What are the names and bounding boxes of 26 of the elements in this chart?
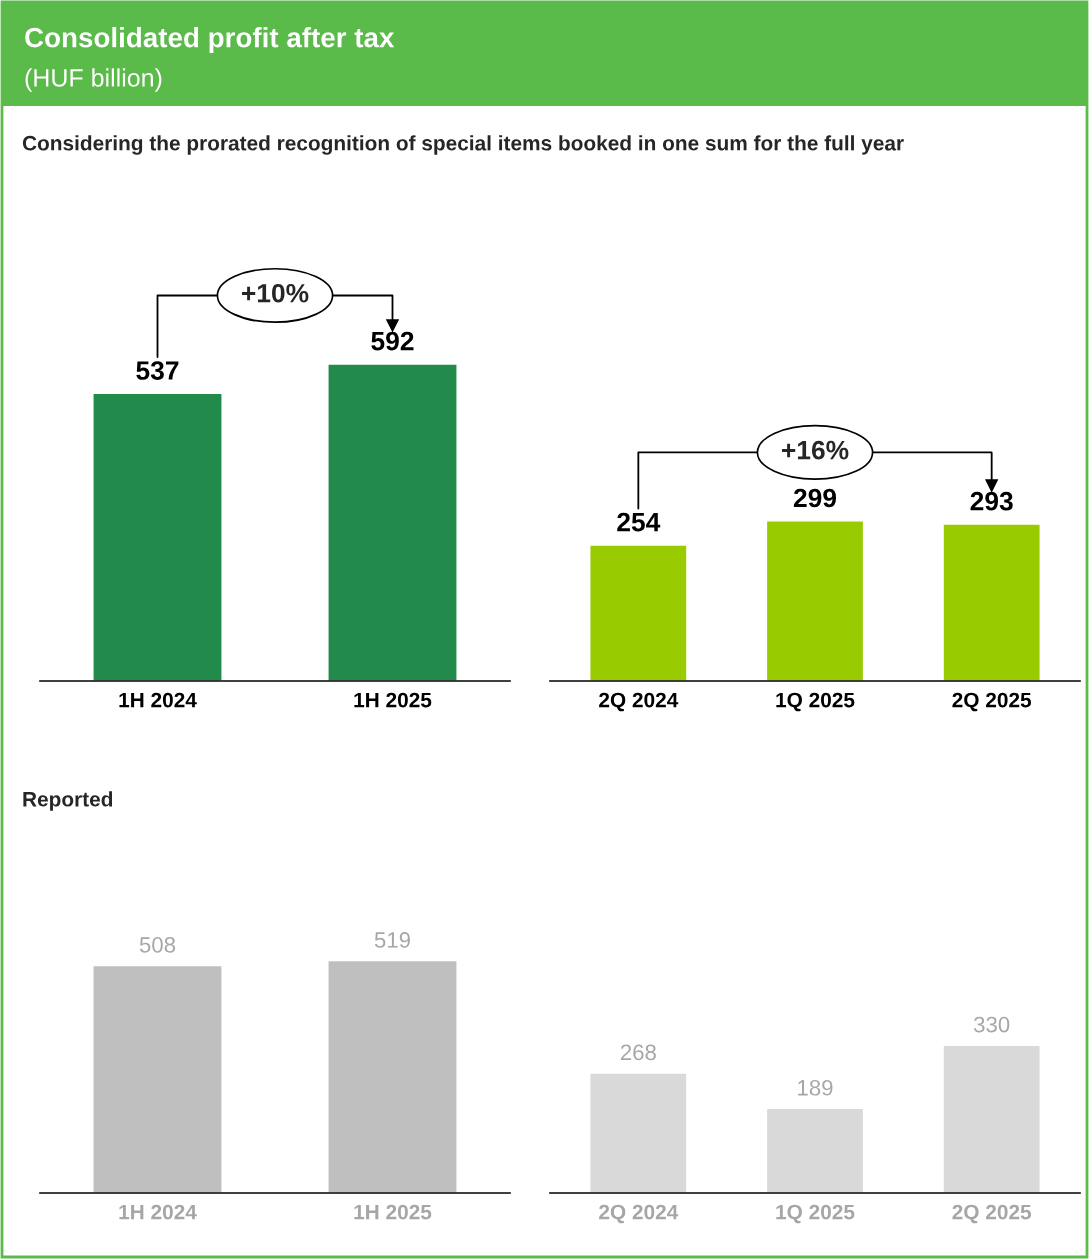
x-tick-label: 2Q 2025 bbox=[952, 1204, 1032, 1224]
data-label: 254 bbox=[617, 512, 661, 532]
data-label: 299 bbox=[793, 488, 837, 508]
data-label: 268 bbox=[620, 1044, 656, 1061]
x-tick-label: 1H 2024 bbox=[119, 692, 197, 708]
text: Considering the prorated recognition of special items booked in one sum for the full year bbox=[22, 135, 904, 155]
data-label: 293 bbox=[970, 491, 1013, 511]
data-label: 508 bbox=[139, 937, 176, 953]
data-label: 519 bbox=[374, 932, 410, 948]
x-tick-label: 1H 2024 bbox=[119, 1204, 197, 1220]
data-label: 537 bbox=[136, 361, 179, 380]
data-label: 189 bbox=[798, 1079, 833, 1096]
x-tick-label: 1Q 2025 bbox=[776, 692, 855, 712]
x-tick-label: 1Q 2025 bbox=[776, 1204, 855, 1224]
text: +10% bbox=[242, 283, 309, 303]
text: Reported bbox=[23, 791, 113, 811]
data-label: 592 bbox=[371, 331, 414, 351]
x-tick-label: 2Q 2024 bbox=[599, 692, 679, 712]
x-tick-label: 2Q 2024 bbox=[599, 1204, 679, 1224]
chart-title: Consolidated profit after tax bbox=[25, 27, 395, 53]
data-label: 330 bbox=[973, 1016, 1010, 1033]
x-tick-label: 1H 2025 bbox=[354, 1204, 432, 1220]
chart-subtitle: (HUF billion) bbox=[25, 68, 162, 92]
x-tick-label: 1H 2025 bbox=[354, 692, 432, 708]
text: +16% bbox=[782, 440, 849, 460]
x-tick-label: 2Q 2025 bbox=[952, 692, 1032, 712]
